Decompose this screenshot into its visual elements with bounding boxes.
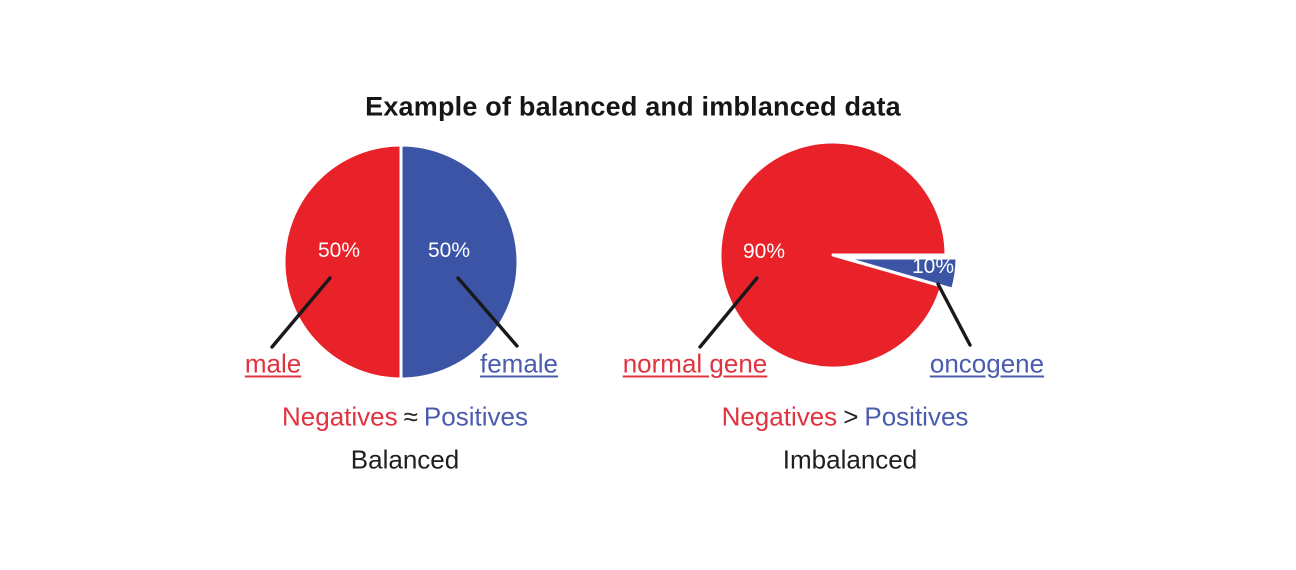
comparison-balanced-operator: ≈ (403, 401, 418, 432)
pct-label-normal-gene: 90% (742, 240, 786, 263)
slice-label-oncogene: oncogene (929, 348, 1045, 379)
pct-label-oncogene: 10% (911, 255, 955, 278)
leader-line-female (456, 276, 519, 348)
comparison-imbalanced-left: Negatives (721, 401, 838, 432)
pie-slice-oncogene (842, 256, 959, 291)
pct-label-male: 50% (317, 239, 361, 262)
slice-label-male: male (244, 348, 302, 379)
slice-label-normal-gene: normal gene (622, 348, 768, 379)
figure-title: Example of balanced and imblanced data (365, 91, 901, 122)
comparison-imbalanced-operator: > (843, 401, 859, 432)
leader-line-male (270, 276, 332, 349)
comparison-imbalanced-right: Positives (864, 401, 969, 432)
leader-line-oncogene (936, 282, 972, 347)
pie-slice-female (399, 143, 520, 381)
pct-label-female: 50% (427, 239, 471, 262)
comparison-balanced-left: Negatives (282, 401, 398, 432)
comparison-balanced: Negatives ≈ Positives (282, 402, 528, 433)
comparison-imbalanced: Negatives > Positives (722, 402, 969, 433)
caption-imbalanced: Imbalanced (782, 444, 918, 475)
pie-slice-normal-gene (718, 140, 948, 370)
comparison-balanced-right: Positives (423, 401, 528, 432)
slice-label-female: female (479, 348, 559, 379)
pie-slice-male (282, 143, 403, 381)
caption-balanced: Balanced (350, 444, 460, 475)
leader-line-normal-gene (698, 276, 759, 349)
